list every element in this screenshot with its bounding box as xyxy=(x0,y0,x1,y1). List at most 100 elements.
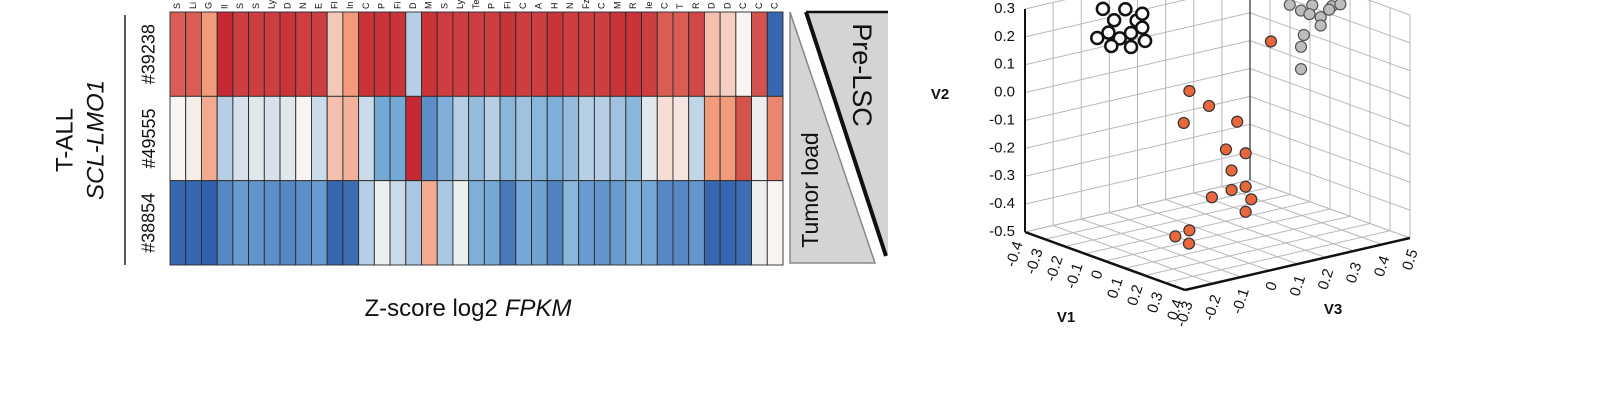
column-label: Fl xyxy=(329,2,339,10)
scatter-point xyxy=(1135,6,1150,21)
z-tick-label: 0.2 xyxy=(1315,267,1338,292)
heatmap-cell xyxy=(389,180,407,266)
heatmap-cell xyxy=(531,95,548,182)
heatmap-cell xyxy=(735,95,753,182)
heatmap-cell xyxy=(311,11,328,97)
z-tick-label: 0.3 xyxy=(1343,260,1366,285)
heatmap-cell xyxy=(295,180,312,266)
y-tick-label: -0.3 xyxy=(989,167,1015,184)
scatter-point xyxy=(1123,25,1139,41)
heatmap-cell xyxy=(483,180,501,266)
triangle-label: Tumor load xyxy=(797,132,823,247)
heatmap-cell xyxy=(169,180,187,266)
heatmap-cell xyxy=(625,11,642,97)
column-label: Li xyxy=(188,2,198,9)
y-axis-title: V2 xyxy=(931,86,949,103)
scatter-point xyxy=(1205,191,1218,204)
heatmap-cell xyxy=(656,180,674,266)
heatmap-cell xyxy=(326,95,344,182)
heatmap-cell xyxy=(562,180,580,266)
scatter-point xyxy=(1239,205,1252,218)
column-label: P xyxy=(377,3,387,9)
heatmap-cell xyxy=(436,180,454,266)
heatmap-cell xyxy=(436,11,454,97)
column-label: C xyxy=(738,2,748,9)
scatter-point xyxy=(1264,35,1278,48)
axis-line xyxy=(1184,236,1411,292)
heatmap-cell xyxy=(295,95,312,182)
x-tick-label: 0 xyxy=(1088,268,1107,281)
column-label: D xyxy=(722,2,732,9)
grid-line xyxy=(1024,179,1251,233)
x-tick-label: -0.4 xyxy=(1002,239,1026,269)
scatter-point xyxy=(1297,28,1310,42)
heatmap-cell xyxy=(625,95,642,182)
heatmap-cell xyxy=(279,180,297,266)
column-label: S xyxy=(235,3,245,9)
heatmap-cell xyxy=(200,11,218,97)
heatmap-cell xyxy=(421,95,438,182)
heatmap-cell xyxy=(263,180,281,266)
tumor-load-triangle xyxy=(789,11,877,264)
heatmap-cell xyxy=(766,95,784,182)
column-label: Ly xyxy=(267,0,277,9)
column-label: D xyxy=(282,2,292,9)
x-tick-label: 0.2 xyxy=(1124,283,1147,308)
heatmap-cell xyxy=(578,95,595,182)
heatmap-cell xyxy=(263,11,281,97)
heatmap-cell xyxy=(358,95,375,182)
heatmap-cell xyxy=(688,11,705,97)
heatmap-cell xyxy=(672,180,690,266)
column-label: S xyxy=(172,3,182,9)
heatmap-cell xyxy=(279,95,297,182)
column-label: Fi xyxy=(502,1,512,9)
heatmap-cell xyxy=(609,11,627,97)
heatmap-cell xyxy=(279,11,297,97)
heatmap-cell xyxy=(421,180,438,266)
heatmap-cell xyxy=(468,95,485,182)
heatmap-cell xyxy=(169,11,187,97)
column-label: M xyxy=(424,2,434,10)
scatter-point xyxy=(1231,115,1244,128)
heatmap-cell xyxy=(216,180,234,266)
heatmap-cell xyxy=(515,11,532,97)
heatmap-cell xyxy=(719,180,737,266)
z-tick-label: 0.5 xyxy=(1399,247,1422,272)
scatter-point xyxy=(1334,0,1347,11)
scatter-point xyxy=(1183,84,1196,98)
column-label: Ie xyxy=(644,1,654,9)
heatmap-cell xyxy=(751,180,768,266)
column-label: S xyxy=(439,3,449,9)
heatmap-cell xyxy=(766,180,784,266)
scatter-point xyxy=(1294,40,1308,53)
z-tick-label: 0.4 xyxy=(1371,254,1394,279)
row-group-label: SCL-LMO1 xyxy=(82,80,109,200)
heatmap-cell xyxy=(703,11,721,97)
scatter-point xyxy=(1225,183,1238,197)
heatmap-cell xyxy=(735,11,753,97)
heatmap-cell xyxy=(342,11,360,97)
column-label: T xyxy=(675,3,685,9)
heatmap-cell xyxy=(719,95,737,182)
scatter-point xyxy=(1104,38,1119,54)
grid-line xyxy=(1024,0,1067,10)
scatter-point xyxy=(1239,147,1252,160)
heatmap-cell xyxy=(232,95,250,182)
heatmap-cell xyxy=(546,11,564,97)
x-axis-title-text: Z-score log2 xyxy=(364,295,497,322)
heatmap-cell xyxy=(515,180,532,266)
heatmap-cell xyxy=(531,180,548,266)
heatmap-cell xyxy=(452,95,470,182)
x-tick-label: -0.3 xyxy=(1022,246,1046,276)
heatmap-cell xyxy=(593,95,611,182)
y-tick-label: 0.0 xyxy=(994,84,1015,101)
grid-line xyxy=(1044,186,1271,240)
heatmap-cell xyxy=(641,180,658,266)
heatmap-cell xyxy=(468,180,485,266)
heatmap-cell xyxy=(468,11,485,97)
heatmap-cell xyxy=(169,95,187,182)
column-label: A xyxy=(534,3,544,9)
column-label: Te xyxy=(471,0,481,9)
y-tick-label: -0.4 xyxy=(989,195,1015,212)
pre-lsc-edge xyxy=(804,11,888,257)
